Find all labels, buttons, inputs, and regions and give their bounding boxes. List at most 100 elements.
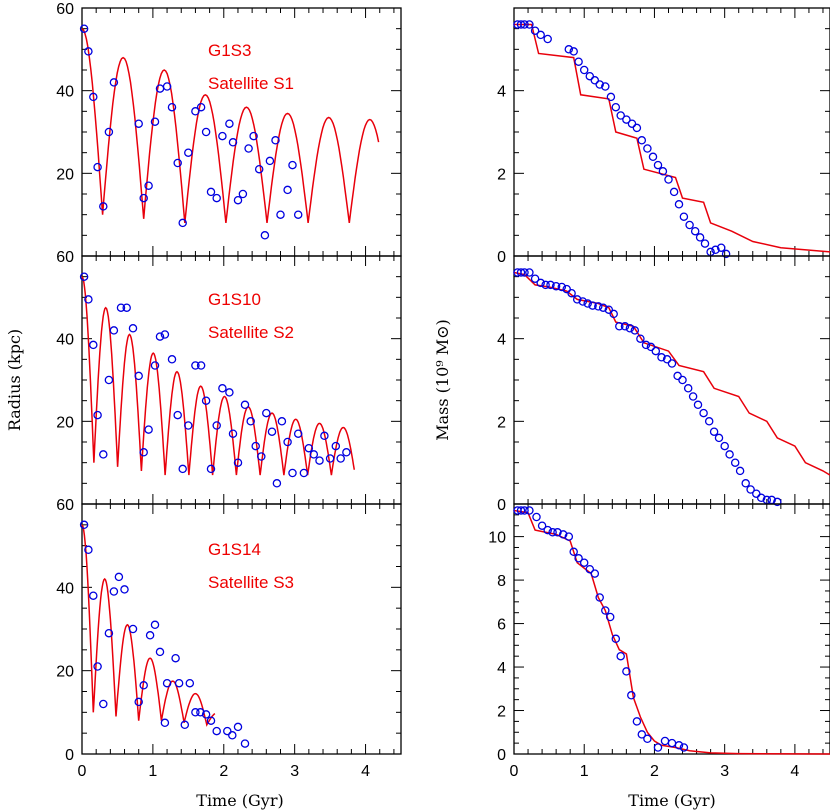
data-point [674,200,684,209]
data-point [144,425,153,434]
x-tick-label: 0 [510,763,519,780]
panel-annotation-g1s10: G1S10 [208,290,261,309]
data-point [741,479,750,488]
data-point [620,322,630,331]
y-tick-label: 4 [497,332,506,349]
data-point [89,340,98,350]
data-point [249,131,258,141]
time-axis-label-right: Time (Gyr) [628,791,715,810]
data-point [218,384,227,393]
y-tick-label: 60 [56,497,74,514]
data-point [228,138,238,147]
data-point [325,454,335,463]
x-tick-label: 4 [361,763,370,780]
data-point [630,326,640,335]
data-point [185,678,195,688]
data-point [564,45,574,54]
data-point [254,164,264,174]
data-point [223,726,232,736]
data-point [688,392,698,401]
time-axis-label-left: Time (Gyr) [196,791,283,810]
data-point [525,20,534,29]
data-point [104,628,114,638]
data-point [622,667,631,676]
data-point [567,288,576,298]
mass-axis-label: Mass (10⁹ M⊙) [433,319,452,441]
model-curve [513,509,830,755]
data-point [304,443,314,453]
panel-bottom-right: 0 2 4 6 8 10 0 1 2 3 4 [488,503,830,780]
panel-bottom-left: 0 20 40 60 0 1 2 3 4 [56,497,402,780]
data-point [212,193,221,203]
data-point [632,123,642,133]
data-point [673,371,682,381]
y-tick-label: 2 [497,704,506,721]
data-point [139,681,148,690]
data-point [277,417,287,426]
data-point [557,282,567,292]
data-point [594,302,603,311]
x-tick-label: 1 [580,763,589,780]
y-tick-label: 60 [56,249,74,266]
data-point [700,239,710,248]
model-curve [513,271,830,476]
data-point [99,699,108,709]
data-point [150,117,160,126]
data-point [342,448,351,457]
data-point [233,458,243,467]
data-point [238,189,248,199]
data-point [257,452,266,461]
data-point [167,102,177,112]
data-point [145,631,155,640]
data-point [134,119,143,128]
data-point [167,355,177,364]
y-tick-label: 0 [497,497,506,514]
data-point [171,653,180,663]
data-point [699,408,708,418]
y-tick-label: 60 [56,1,74,18]
data-point [93,162,102,172]
data-point [84,545,93,555]
x-tick-label: 3 [720,763,729,780]
data-point [643,144,652,153]
data-point [178,464,187,474]
data-point [134,371,143,381]
data-point [643,734,652,744]
data-point [114,572,124,582]
data-point [162,82,172,91]
radius-axis-label: Radius (kpc) [5,329,24,431]
data-point [212,421,221,430]
y-tick-label: 0 [497,249,506,266]
data-point [690,226,700,236]
data-point [180,720,190,730]
data-point [299,468,309,478]
data-point [551,281,561,291]
x-tick-label: 2 [650,763,659,780]
data-point [233,195,243,205]
y-tick-label: 8 [497,573,506,590]
data-point [532,512,541,522]
data-point [653,160,663,170]
data-point [144,181,153,190]
model-curve [81,28,380,223]
data-point [525,506,534,515]
data-point [569,47,578,56]
data-point [625,324,635,333]
data-point [578,297,588,306]
data-point [206,187,216,197]
data-point [693,400,703,410]
data-point [206,464,216,474]
y-tick-label: 40 [56,84,74,101]
data-point [585,71,595,81]
y-tick-label: 40 [56,580,74,597]
data-point [730,458,740,467]
data-point [662,355,672,364]
data-point [574,57,583,66]
data-point [711,245,720,255]
data-point [155,332,165,341]
y-tick-label: 20 [56,414,74,431]
data-point [336,454,345,463]
data-point [667,359,677,368]
data-point [104,127,114,137]
data-point [89,591,98,600]
